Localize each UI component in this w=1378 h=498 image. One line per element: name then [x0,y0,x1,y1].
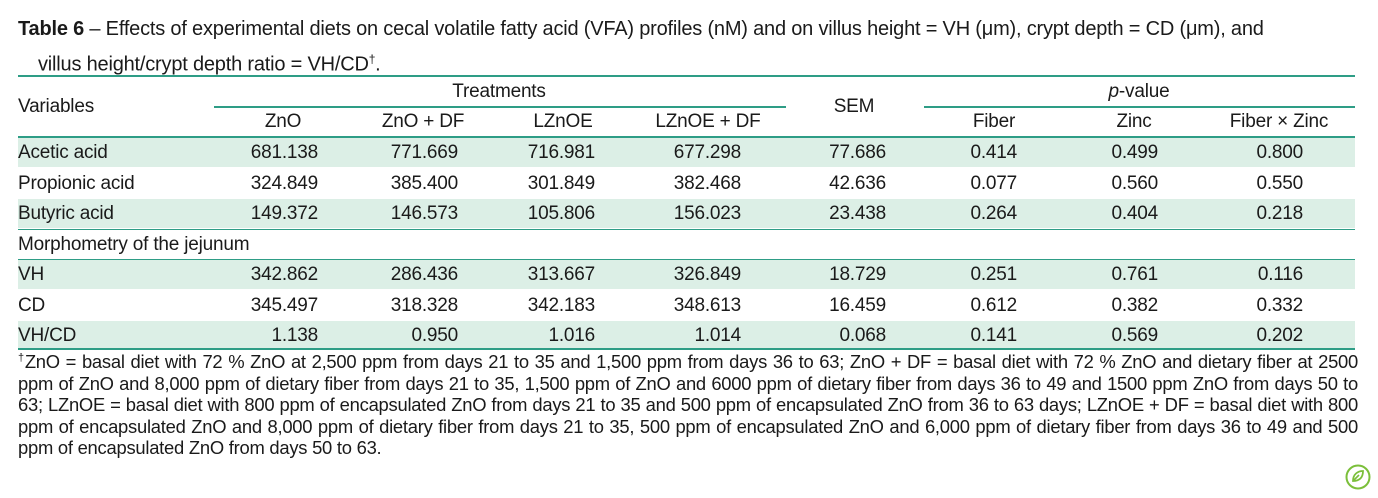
cell-p-zinc: 0.499 [1111,142,1158,163]
cell-p-fiber-x-zinc: 0.800 [1256,142,1303,163]
cell-lznoe-df: 677.298 [673,142,741,163]
table-caption: Table 6 – Effects of experimental diets … [18,14,1358,80]
header-pvalue: p-value [1109,78,1170,106]
col-header-fiber: Fiber [972,111,1016,132]
pvalue-rest: -value [1118,81,1170,102]
row-band [18,138,1355,167]
cell-p-fiber: 0.414 [970,142,1017,163]
cell-p-zinc: 0.382 [1111,294,1158,316]
cell-p-zinc: 0.569 [1111,325,1158,346]
row-label: Acetic acid [18,142,108,163]
cell-lznoe-df: 382.468 [673,172,741,194]
cell-lznoe: 105.806 [527,203,595,224]
cell-lznoe-df: 1.014 [694,325,741,346]
row-band [18,321,1355,350]
cell-lznoe-df: 156.023 [673,203,741,224]
caption-end: . [375,53,381,76]
cell-sem: 16.459 [829,294,886,316]
table-footnote: †ZnO = basal diet with 72 % ZnO at 2,500… [18,348,1358,459]
cell-sem: 18.729 [829,264,886,285]
cell-p-fiber: 0.612 [970,294,1017,316]
cell-zno: 681.138 [250,142,318,163]
col-header-lznoe-df: LZnOE + DF [655,111,761,132]
cell-p-zinc: 0.761 [1111,264,1158,285]
caption-text-1: – Effects of experimental diets on cecal… [84,18,1264,40]
cell-lznoe: 342.183 [527,294,595,316]
cell-p-fiber-x-zinc: 0.332 [1256,294,1303,316]
cell-zno-df: 286.436 [390,264,458,285]
cell-p-fiber-x-zinc: 0.550 [1256,172,1303,194]
cell-sem: 42.636 [829,172,886,194]
row-label: VH/CD [18,325,77,346]
cell-zno-df: 385.400 [390,172,458,194]
cell-zno: 342.862 [250,264,318,285]
row-label: VH [18,264,44,285]
footnote-text: ZnO = basal diet with 72 % ZnO at 2,500 … [18,351,1359,459]
cell-lznoe: 1.016 [548,325,595,346]
row-band [18,260,1355,289]
cell-zno-df: 146.573 [390,203,458,224]
cell-p-zinc: 0.404 [1111,203,1158,224]
treatments-rule [214,106,786,108]
col-header-lznoe: LZnOE [533,111,593,132]
cell-lznoe: 313.667 [527,264,595,285]
col-header-zinc: Zinc [1116,111,1152,132]
row-label: CD [18,294,46,316]
row-label: Butyric acid [18,203,114,224]
header-treatments: Treatments [452,81,546,102]
cell-zno: 345.497 [250,294,318,316]
section-rule [18,259,1355,261]
cell-p-fiber: 0.141 [970,325,1017,346]
col-header-zno-df: ZnO + DF [381,111,465,132]
cell-lznoe-df: 326.849 [673,264,741,285]
caption-label: Table 6 [18,18,85,40]
row-label: Morphometry of the jejunum [18,233,250,255]
col-header-fiber-x-zinc: Fiber × Zinc [1229,111,1329,132]
cell-zno-df: 318.328 [390,294,458,316]
header-bottom-rule [18,136,1355,138]
header-sem: SEM [833,96,875,117]
cell-sem: 23.438 [829,203,886,224]
cell-p-zinc: 0.560 [1111,172,1158,194]
cell-lznoe: 716.981 [527,142,595,163]
cell-sem: 77.686 [829,142,886,163]
cell-zno: 149.372 [250,203,318,224]
cell-p-fiber-x-zinc: 0.202 [1256,325,1303,346]
col-header-zno: ZnO [264,111,302,132]
pvalue-p: p [1108,81,1120,102]
cell-zno-df: 0.950 [411,325,458,346]
footnote-dagger: † [18,352,25,364]
cell-lznoe-df: 348.613 [673,294,741,316]
header-variables: Variables [18,96,94,117]
bottom-rule [18,348,1355,350]
caption-dagger: † [368,52,376,66]
cell-p-fiber: 0.251 [970,264,1017,285]
row-label: Propionic acid [18,172,135,194]
cell-p-fiber-x-zinc: 0.218 [1256,203,1303,224]
cell-lznoe: 301.849 [527,172,595,194]
cell-zno-df: 771.669 [390,142,458,163]
pvalue-rule [924,106,1355,108]
cell-p-fiber: 0.264 [970,203,1017,224]
cell-sem: 0.068 [839,325,886,346]
row-band [18,199,1355,228]
section-rule [18,228,1355,230]
cell-p-fiber: 0.077 [970,172,1017,194]
cell-p-fiber-x-zinc: 0.116 [1257,264,1303,285]
cell-zno: 324.849 [250,172,318,194]
top-rule [18,75,1355,77]
leaf-badge-icon [1345,464,1371,490]
cell-zno: 1.138 [271,325,318,346]
caption-text-2: villus height/crypt depth ratio = VH/CD [38,53,369,76]
